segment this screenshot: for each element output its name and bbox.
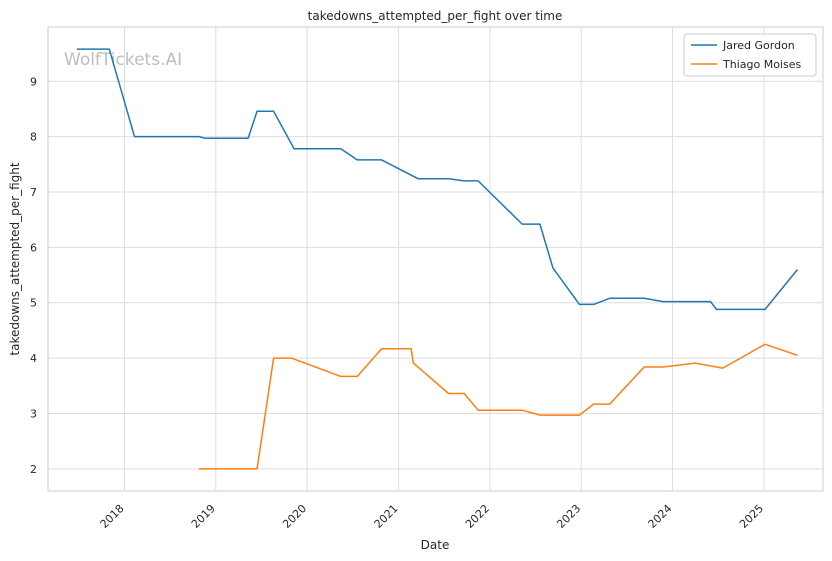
- series-line-thiago-moises: [198, 343, 798, 470]
- y-tick-label: 8: [30, 131, 37, 144]
- y-tick-label: 4: [30, 352, 37, 365]
- y-axis-ticks: 2 3 4 5 6 7 8 9: [30, 75, 37, 476]
- y-tick-label: 9: [30, 75, 37, 88]
- grid-lines: [48, 27, 823, 491]
- legend-label-jared-gordon: Jared Gordon: [722, 39, 795, 52]
- y-tick-label: 5: [30, 297, 37, 310]
- x-axis-label: Date: [421, 538, 450, 552]
- y-tick-label: 6: [30, 241, 37, 254]
- legend: Jared Gordon Thiago Moises: [683, 33, 817, 77]
- chart-title: takedowns_attempted_per_fight over time: [308, 9, 563, 23]
- y-tick-label: 2: [30, 463, 37, 476]
- plot-area: [47, 26, 824, 492]
- y-tick-label: 3: [30, 407, 37, 420]
- y-tick-label: 7: [30, 186, 37, 199]
- series-line-jared-gordon: [77, 48, 799, 311]
- watermark: WolfTickets.AI: [64, 50, 182, 70]
- series-lines: [77, 48, 799, 470]
- y-axis-label: takedowns_attempted_per_fight: [8, 162, 22, 355]
- legend-label-thiago-moises: Thiago Moises: [722, 58, 801, 71]
